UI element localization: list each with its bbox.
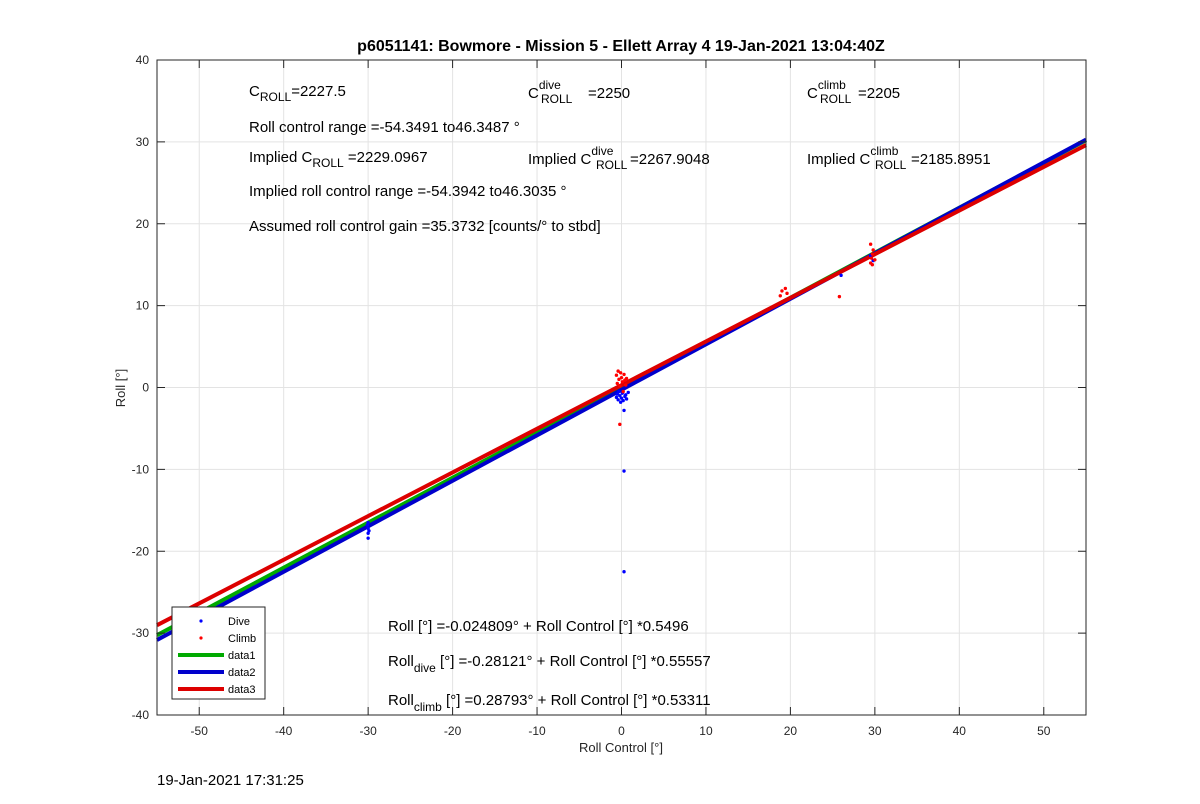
point-climb bbox=[780, 289, 784, 293]
x-tick-label: 30 bbox=[868, 724, 882, 738]
point-climb bbox=[615, 381, 619, 386]
y-tick-label: 40 bbox=[136, 53, 150, 67]
legend-climb-marker bbox=[199, 636, 203, 640]
x-tick-label: -50 bbox=[191, 724, 209, 738]
point-climb bbox=[621, 389, 625, 394]
implied-c-roll-climb-annotation: Implied Cclimb ROLL =2185.8951 bbox=[807, 144, 991, 172]
point-climb bbox=[778, 294, 782, 298]
y-tick-label: 20 bbox=[136, 217, 150, 231]
point-dive bbox=[621, 398, 625, 403]
implied-range: Implied roll control range =-54.3942 to4… bbox=[249, 183, 566, 200]
implied-c-roll-dive-annotation: Implied Cdive ROLL =2267.9048 bbox=[528, 144, 710, 172]
point-dive bbox=[617, 389, 621, 394]
x-tick-label: -30 bbox=[359, 724, 377, 738]
x-tick-label: 10 bbox=[699, 724, 713, 738]
point-dive bbox=[626, 390, 630, 395]
legend: Dive Climb data1 data2 data3 bbox=[171, 606, 266, 700]
y-axis-label: Roll [°] bbox=[113, 369, 128, 407]
point-climb bbox=[620, 380, 625, 384]
legend-data3-label: data3 bbox=[228, 684, 256, 696]
point-climb bbox=[624, 376, 629, 381]
point-dive bbox=[366, 536, 370, 540]
point-climb bbox=[870, 262, 875, 267]
point-climb bbox=[870, 252, 875, 256]
c-roll-annotation: CROLL=2227.5 bbox=[249, 83, 346, 104]
point-climb bbox=[871, 248, 875, 252]
x-tick-label: 20 bbox=[784, 724, 798, 738]
y-tick-label: -30 bbox=[132, 626, 150, 640]
legend-climb-label: Climb bbox=[228, 633, 256, 645]
point-dive bbox=[615, 392, 619, 396]
point-climb bbox=[618, 371, 623, 375]
fit-equation-climb: Rollclimb [°] =0.28793° + Roll Control [… bbox=[388, 692, 711, 714]
chart-title: p6051141: Bowmore - Mission 5 - Ellett A… bbox=[357, 38, 885, 55]
point-dive bbox=[622, 570, 626, 574]
x-tick-label: 40 bbox=[953, 724, 967, 738]
point-climb bbox=[624, 383, 628, 387]
point-climb bbox=[869, 256, 874, 260]
point-climb bbox=[619, 375, 624, 380]
y-tick-label: -10 bbox=[132, 462, 150, 476]
y-tick-label: 30 bbox=[136, 135, 150, 149]
point-climb bbox=[616, 369, 620, 373]
legend-dive-marker bbox=[199, 619, 203, 623]
fit-lines bbox=[156, 137, 1087, 642]
x-tick-label: -20 bbox=[444, 724, 462, 738]
point-dive bbox=[614, 395, 619, 400]
point-climb bbox=[622, 372, 626, 377]
point-dive bbox=[618, 393, 622, 398]
point-climb bbox=[618, 422, 622, 427]
point-climb bbox=[785, 291, 789, 296]
ticks: -50 -40 -30 -20 -10 0 10 20 30 40 50 -40 -30 -20 -10 0 1… bbox=[132, 53, 1086, 738]
point-dive bbox=[624, 393, 628, 397]
point-climb bbox=[837, 294, 842, 299]
x-tick-label: 50 bbox=[1037, 724, 1051, 738]
c-roll-climb-annotation: Cclimb ROLL =2205 bbox=[807, 78, 900, 106]
point-dive bbox=[618, 400, 623, 404]
point-dive bbox=[624, 397, 629, 401]
x-axis-label: Roll Control [°] bbox=[579, 740, 663, 755]
implied-c-roll-annotation: Implied CROLL =2229.0967 bbox=[249, 149, 428, 170]
point-climb bbox=[873, 258, 877, 262]
fit-line-data3 bbox=[156, 143, 1087, 627]
x-tick-label: -10 bbox=[528, 724, 546, 738]
x-tick-label: 0 bbox=[618, 724, 625, 738]
y-tick-label: 0 bbox=[142, 381, 149, 395]
y-tick-label: -40 bbox=[132, 708, 150, 722]
point-climb bbox=[868, 242, 873, 246]
footer-timestamp: 19-Jan-2021 17:31:25 bbox=[157, 772, 304, 789]
point-climb bbox=[617, 377, 621, 382]
point-dive bbox=[367, 529, 371, 533]
legend-data1-label: data1 bbox=[228, 650, 256, 662]
point-climb bbox=[614, 373, 619, 377]
legend-dive-label: Dive bbox=[228, 616, 250, 628]
point-dive bbox=[622, 408, 626, 413]
fit-equation-dive: Rolldive [°] =-0.28121° + Roll Control [… bbox=[388, 653, 711, 675]
fit-equation-all: Roll [°] =-0.024809° + Roll Control [°] … bbox=[388, 618, 689, 635]
data-points bbox=[193, 242, 877, 623]
roll-control-range: Roll control range =-54.3491 to46.3487 ° bbox=[249, 119, 520, 136]
y-tick-label: 10 bbox=[136, 299, 150, 313]
point-dive bbox=[616, 398, 620, 402]
point-dive bbox=[839, 273, 843, 278]
point-dive bbox=[365, 523, 369, 527]
c-roll-dive-annotation: Cdive ROLL =2250 bbox=[528, 78, 630, 106]
point-climb bbox=[618, 384, 622, 388]
point-climb bbox=[783, 286, 788, 291]
gain-annotation: Assumed roll control gain =35.3732 [coun… bbox=[249, 218, 601, 235]
legend-data2-label: data2 bbox=[228, 667, 256, 679]
y-tick-label: -20 bbox=[132, 544, 150, 558]
point-dive bbox=[619, 396, 624, 400]
point-dive bbox=[622, 469, 626, 473]
x-tick-label: -40 bbox=[275, 724, 293, 738]
